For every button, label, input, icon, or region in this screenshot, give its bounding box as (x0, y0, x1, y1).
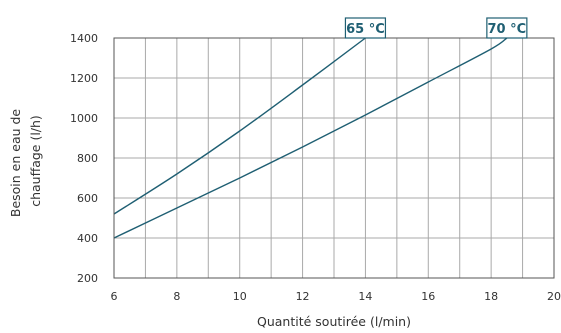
y-tick-label: 600 (77, 192, 98, 205)
y-tick-label: 800 (77, 152, 98, 165)
x-tick-label: 12 (296, 290, 310, 303)
series-labels: 65 °C 70 °C (344, 17, 528, 39)
y-axis-title-line-1: Besoin en eau de (8, 109, 23, 218)
y-axis-title: Besoin en eau de chauffage (l/h) (8, 105, 43, 217)
x-tick-label: 16 (421, 290, 435, 303)
y-axis-title-line-2: chauffage (l/h) (28, 115, 43, 207)
series-layer (113, 37, 508, 239)
series-label-border (486, 17, 528, 39)
x-tick-label: 6 (111, 290, 118, 303)
series-label-box-0: 65 °C (344, 17, 387, 39)
series-label: 70 °C (488, 22, 527, 37)
x-axis-title: Quantité soutirée (l/min) (257, 314, 411, 329)
x-tick-label: 10 (233, 290, 247, 303)
y-tick-label: 1400 (70, 32, 98, 45)
series-line-1 (113, 37, 508, 239)
y-tick-labels: 200 400 600 800 1000 1200 1400 (70, 32, 98, 285)
plot-frame (113, 37, 555, 279)
y-tick-label: 1200 (70, 72, 98, 85)
y-tick-label: 1000 (70, 112, 98, 125)
series-line-0 (113, 37, 366, 215)
grid (113, 37, 555, 279)
x-tick-label: 18 (484, 290, 498, 303)
x-tick-label: 20 (547, 290, 561, 303)
series-label: 65 °C (346, 22, 385, 37)
y-tick-label: 200 (77, 272, 98, 285)
x-tick-label: 8 (173, 290, 180, 303)
series-label-border (344, 17, 387, 39)
x-tick-labels: 6 8 10 12 14 16 18 20 (111, 290, 561, 303)
y-tick-label: 400 (77, 232, 98, 245)
series-label-box-1: 70 °C (486, 17, 528, 39)
x-tick-label: 14 (358, 290, 372, 303)
